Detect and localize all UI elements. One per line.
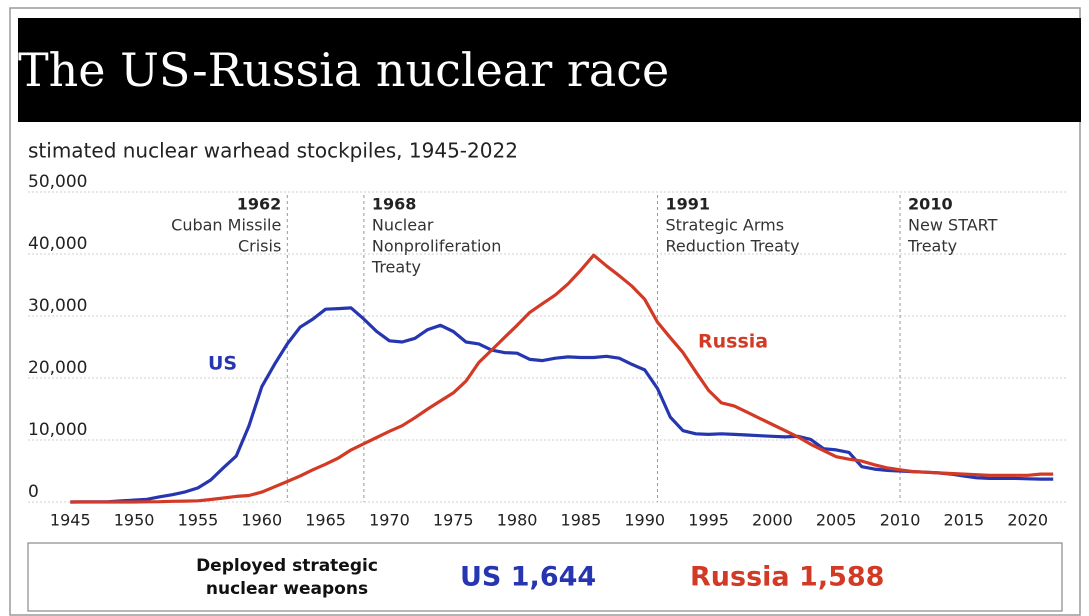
x-tick-label: 1980 [497,511,538,530]
x-tick-label: 1990 [624,511,665,530]
series-label: Russia [698,331,768,353]
event-text: Strategic Arms [666,216,785,235]
series-line [70,253,1054,504]
x-tick-label: 1945 [50,511,91,530]
event-year: 1968 [372,195,417,214]
event-text: Reduction Treaty [666,237,800,256]
y-tick-label: 10,000 [28,420,87,440]
event-text: Crisis [238,237,281,256]
event-text: Treaty [907,237,957,256]
footer-value: Russia 1,588 [690,562,884,593]
x-tick-label: 2005 [816,511,857,530]
series-label: US [208,353,237,375]
event-text: Cuban Missile [171,216,281,235]
footer-label: nuclear weapons [206,579,368,599]
x-tick-label: 1985 [561,511,602,530]
y-tick-label: 40,000 [28,234,87,254]
x-tick-label: 2000 [752,511,793,530]
x-tick-label: 1955 [178,511,219,530]
event-text: Nuclear [372,216,434,235]
x-tick-label: 2015 [944,511,985,530]
footer-box [27,542,1063,612]
y-tick-label: 50,000 [28,172,87,192]
y-tick-label: 0 [28,482,39,502]
x-tick-label: 1950 [114,511,155,530]
event-text: Nonproliferation [372,237,501,256]
footer-value: US 1,644 [460,562,596,593]
y-tick-label: 20,000 [28,358,87,378]
event-year: 2010 [908,195,953,214]
x-tick-label: 2020 [1007,511,1048,530]
y-tick-label: 30,000 [28,296,87,316]
event-text: Treaty [371,258,421,277]
x-tick-label: 1960 [241,511,282,530]
footer-label: Deployed strategic [196,556,378,576]
x-tick-label: 1970 [369,511,410,530]
chart-title: The US-Russia nuclear race [18,43,669,97]
x-tick-label: 2010 [880,511,921,530]
chart-subtitle: stimated nuclear warhead stockpiles, 194… [28,139,518,163]
x-tick-label: 1995 [688,511,729,530]
event-text: New START [908,216,998,235]
x-tick-label: 1965 [305,511,346,530]
series-line [70,306,1054,504]
event-year: 1962 [237,195,282,214]
event-year: 1991 [666,195,711,214]
title-bar [18,18,1081,122]
x-tick-label: 1975 [433,511,474,530]
